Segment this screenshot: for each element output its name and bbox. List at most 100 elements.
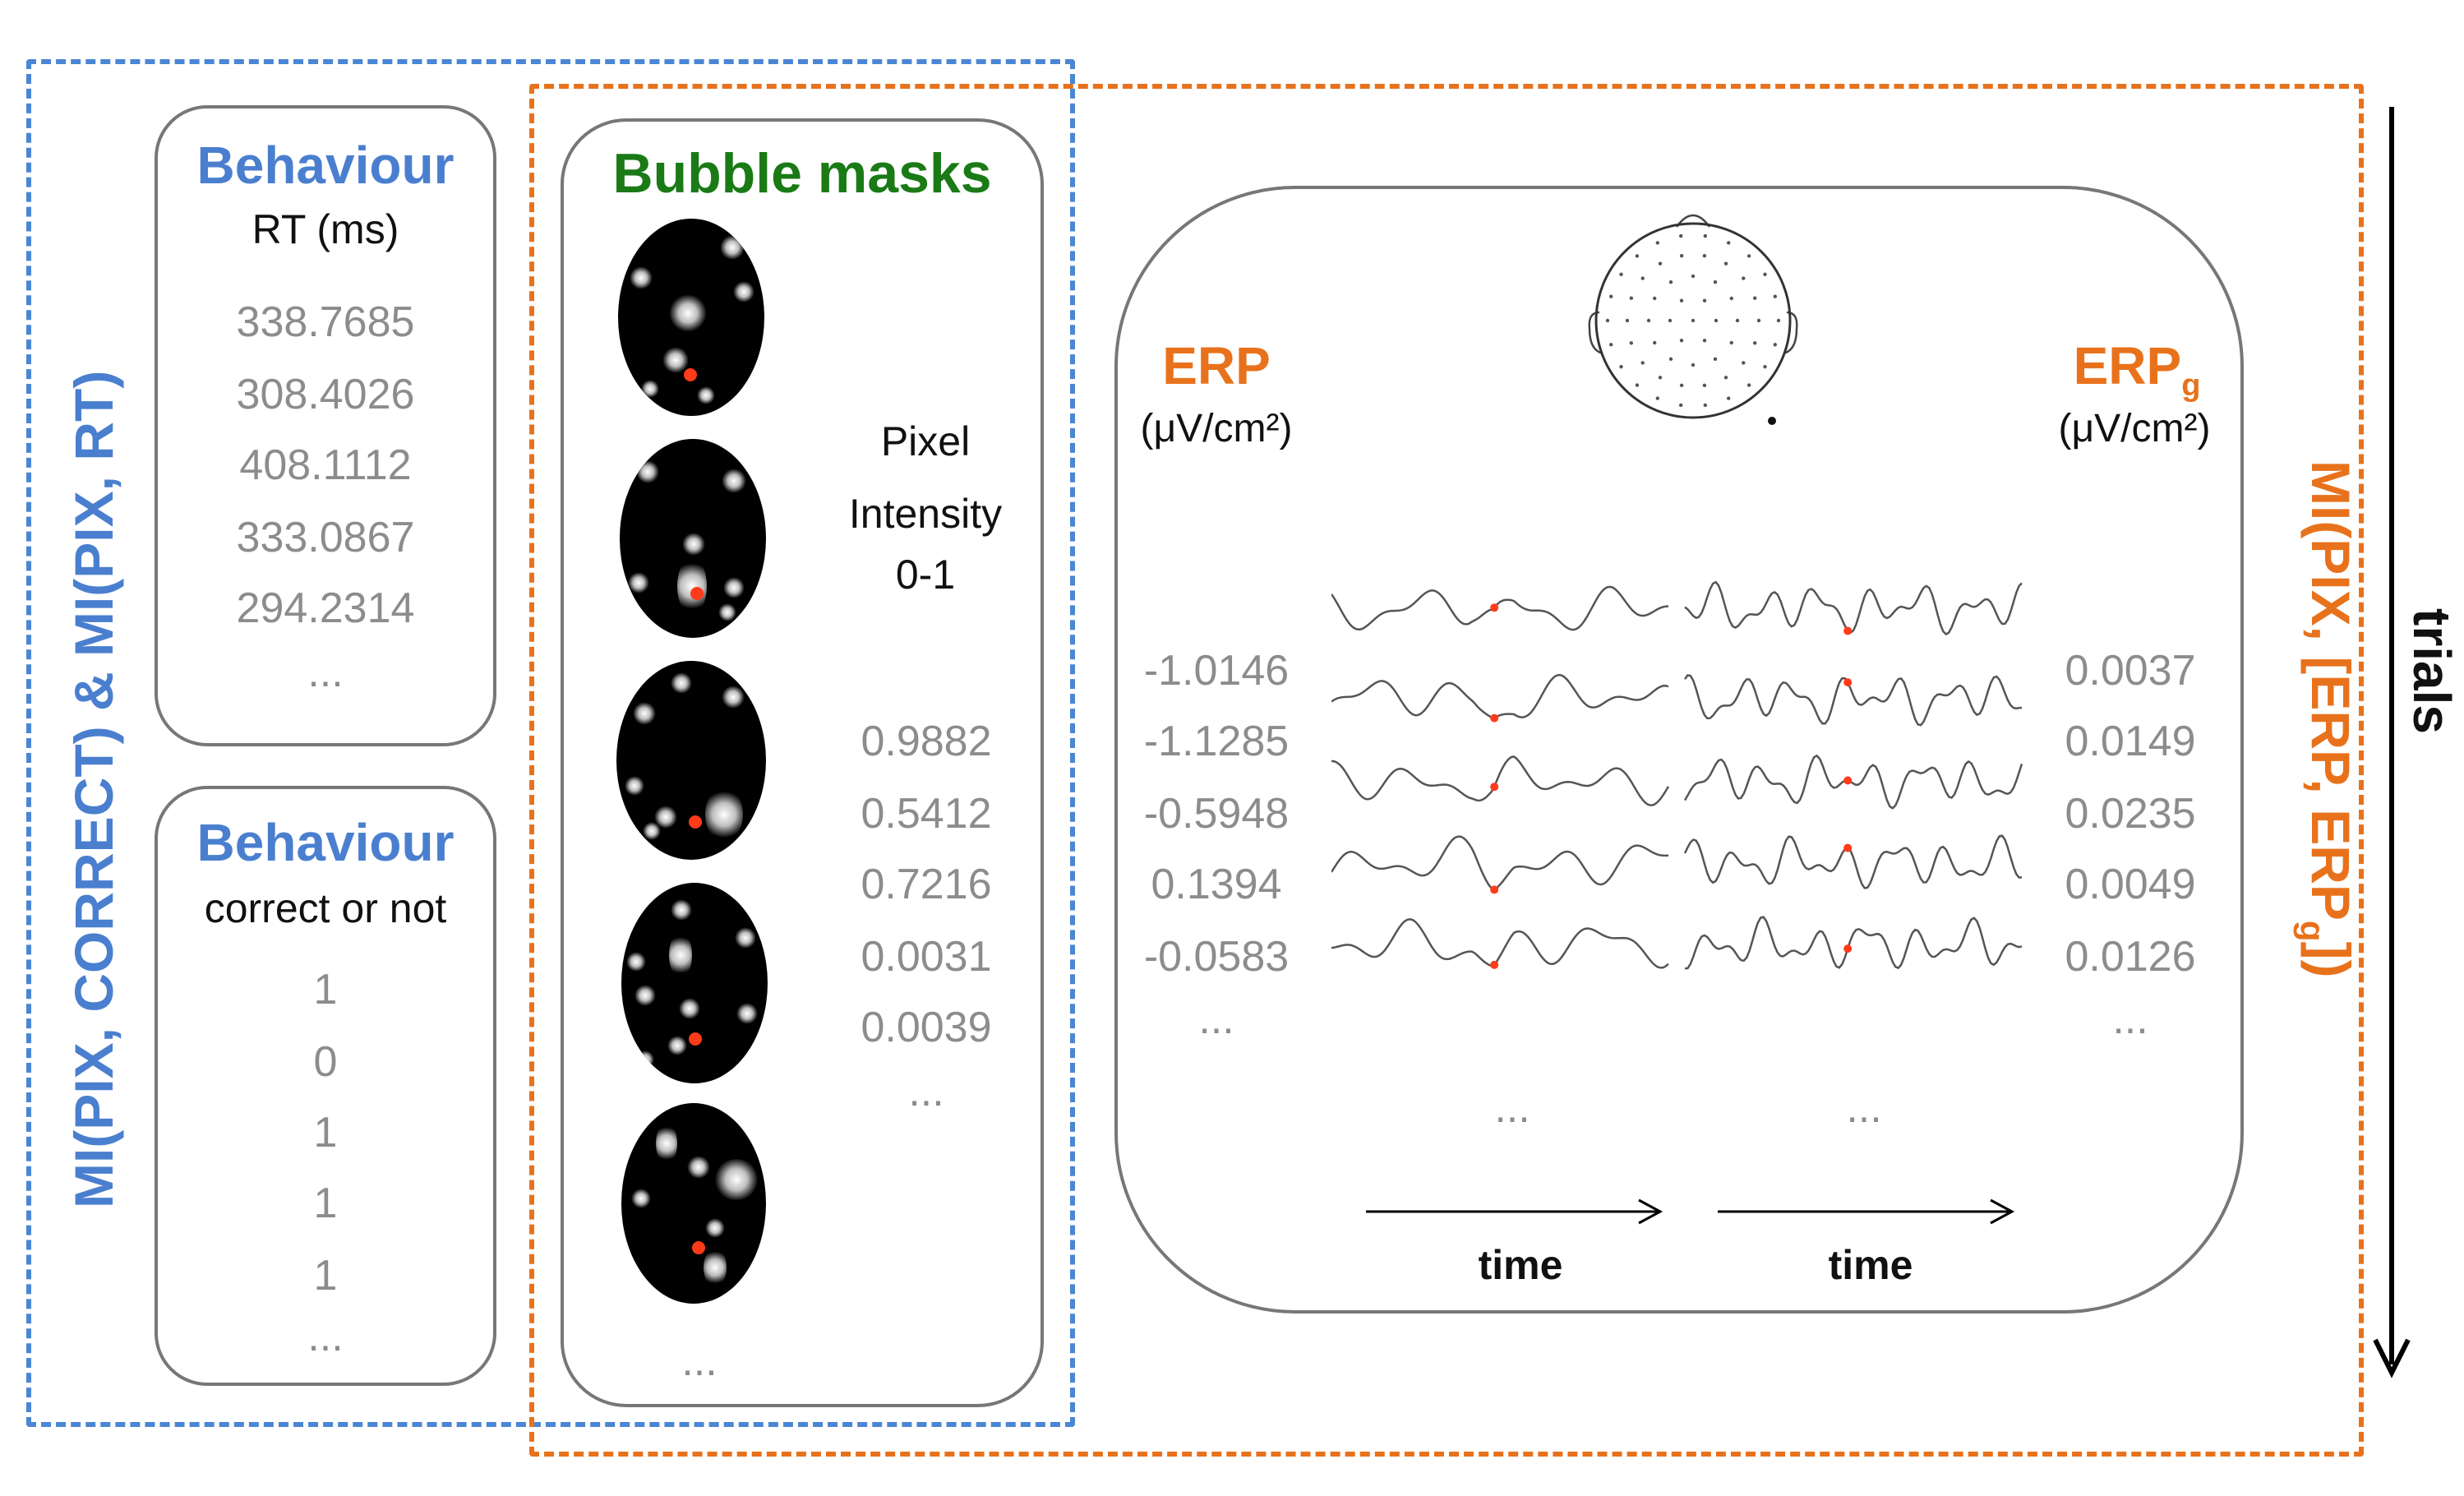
bubble-mask-image: [621, 1103, 766, 1304]
behaviour-correct-panel: Behaviour correct or not 1 0 1 1 1 ...: [155, 786, 496, 1386]
erp-g-label-sub: g: [2181, 367, 2201, 403]
erp-waveform-line: [1331, 918, 1669, 969]
bubble-masks-title: Bubble masks: [612, 142, 992, 205]
erp-g-wave-ellipsis: ...: [1846, 1084, 1882, 1132]
time-marker-dot: [1843, 678, 1853, 687]
erp-value-4: 0.1394: [1151, 861, 1282, 908]
erp-value-1: -1.0146: [1143, 647, 1290, 695]
electrode-dot: [1742, 361, 1746, 365]
rt-value-5: 294.2314: [236, 584, 415, 632]
bubble-mask-image: [620, 439, 766, 638]
erp-g-ellipsis: ...: [2112, 995, 2148, 1043]
electrode-dot: [1713, 357, 1718, 361]
pixel-label-line2: Intensity: [848, 491, 1003, 537]
electrode-dot: [1678, 233, 1683, 238]
electrode-dot: [1629, 296, 1634, 300]
electrode-dot: [1727, 241, 1731, 245]
erp-g-waveform-line: [1683, 674, 2023, 727]
electrode-dot: [1655, 396, 1659, 400]
trials-arrow: [2373, 107, 2411, 1378]
right-group-label-sub: g: [2292, 920, 2332, 942]
erp-g-value-4: 0.0049: [2065, 861, 2196, 908]
erp-group-border: [529, 84, 2364, 1457]
erp-value-3: -0.5948: [1143, 790, 1290, 838]
electrode-dot: [1752, 341, 1757, 345]
pixel-marker-dot: [689, 1032, 702, 1046]
electrode-dot: [1723, 261, 1728, 265]
scalp-electrode-map: [1588, 214, 1798, 425]
rt-value-4: 333.0867: [236, 514, 415, 561]
pixel-marker-dot: [690, 587, 704, 600]
electrode-dot: [1668, 318, 1673, 323]
behaviour-correct-subtitle: correct or not: [204, 885, 447, 931]
time-marker-dot: [1843, 776, 1853, 785]
behaviour-rt-panel: Behaviour RT (ms) 338.7685 308.4026 408.…: [155, 105, 496, 746]
electrode-dot: [1702, 298, 1707, 302]
erp-value-5: -0.0583: [1143, 933, 1290, 981]
electrode-dot: [1679, 254, 1684, 258]
behaviour-correct-title: Behaviour: [196, 813, 455, 872]
time-marker-dot: [1490, 603, 1499, 612]
bubble-masks-panel: Bubble masks: [561, 118, 1044, 1407]
erp-value-2: -1.1285: [1143, 718, 1290, 765]
time-marker-dot: [1843, 626, 1853, 635]
time-marker-dot: [1490, 783, 1499, 792]
correct-value-4: 1: [313, 1180, 338, 1227]
time-marker-dot: [1490, 960, 1499, 969]
behaviour-rt-subtitle: RT (ms): [251, 206, 399, 252]
electrode-dot: [1773, 343, 1777, 347]
electrode-dot: [1713, 280, 1718, 284]
rt-value-2: 308.4026: [236, 371, 415, 418]
right-group-label: MI(PIX, [ERP, ERPg]): [2292, 460, 2362, 978]
time-marker-dot: [1843, 843, 1853, 852]
electrode-dot: [1605, 318, 1610, 323]
pixel-label-line3: 0-1: [895, 552, 956, 598]
pixel-value-4: 0.0031: [861, 933, 992, 981]
erp-waveform-line: [1331, 585, 1669, 631]
behaviour-group-border: [26, 59, 1075, 1427]
electrode-dot: [1619, 272, 1623, 276]
electrode-dot: [1653, 296, 1657, 301]
electrode-dot: [1668, 357, 1673, 361]
electrode-dot: [1691, 318, 1696, 323]
electrode-dot: [1635, 254, 1640, 258]
electrode-dot: [1702, 383, 1707, 387]
bubble-mask-image: [621, 883, 768, 1083]
pixel-marker-dot: [689, 815, 702, 829]
erp-waveforms: [1331, 580, 2023, 970]
electrode-dot: [1756, 318, 1761, 323]
electrode-dot: [1746, 383, 1751, 387]
pixel-ellipsis: ...: [908, 1068, 944, 1115]
erp-panel: ERP (μV/cm²) ERPg (μV/cm²) -1.0146 -1.12…: [1114, 186, 2244, 1314]
rt-value-3: 408.1112: [239, 441, 412, 489]
electrode-dot: [1703, 403, 1708, 408]
electrode-dot: [1729, 340, 1733, 345]
erp-g-waveform-line: [1684, 580, 2023, 636]
electrode-dot: [1609, 343, 1613, 347]
pixel-value-5: 0.0039: [861, 1004, 992, 1051]
right-group-label-end: ]): [2300, 941, 2361, 978]
masks-ellipsis: ...: [681, 1337, 718, 1385]
erp-g-value-3: 0.0235: [2065, 790, 2196, 838]
electrode-dot: [1691, 362, 1696, 367]
electrode-dot: [1679, 339, 1684, 343]
right-group-label-main: MI(PIX, [ERP, ERP: [2300, 460, 2361, 921]
electrode-dot: [1635, 383, 1640, 387]
behaviour-rt-title: Behaviour: [196, 136, 455, 195]
electrode-dot: [1763, 272, 1767, 276]
time-marker-dot: [1843, 944, 1853, 953]
erp-g-value-5: 0.0126: [2065, 933, 2196, 981]
electrode-dot: [1625, 318, 1630, 323]
erp-g-value-1: 0.0037: [2065, 647, 2196, 695]
electrode-dot: [1679, 298, 1684, 302]
time-label-erp-g: time: [1828, 1242, 1913, 1288]
erp-g-waveform-line: [1683, 834, 2023, 889]
pixel-value-2: 0.5412: [861, 790, 992, 838]
correct-ellipsis: ...: [307, 1313, 344, 1360]
electrode-dot: [1727, 396, 1731, 400]
electrode-dot: [1742, 276, 1746, 280]
erp-g-unit: (μV/cm²): [2058, 407, 2211, 450]
rt-ellipsis: ...: [307, 649, 344, 696]
time-arrow-erp: [1366, 1198, 1663, 1225]
erp-unit: (μV/cm²): [1140, 407, 1293, 450]
